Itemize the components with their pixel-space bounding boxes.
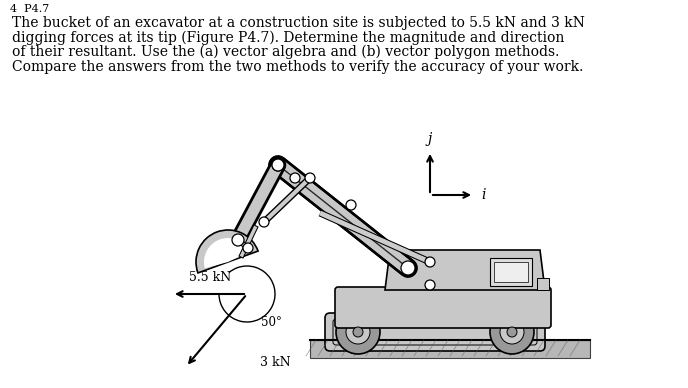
Wedge shape (204, 238, 250, 268)
Text: 4  P4.7: 4 P4.7 (10, 4, 50, 14)
Circle shape (272, 159, 284, 171)
Circle shape (353, 327, 363, 337)
FancyBboxPatch shape (325, 313, 545, 351)
Circle shape (272, 159, 284, 171)
Bar (537, 278, 549, 290)
Circle shape (490, 310, 534, 354)
Circle shape (346, 200, 356, 210)
Circle shape (232, 234, 244, 246)
Circle shape (425, 280, 435, 290)
Circle shape (336, 310, 380, 354)
Text: Compare the answers from the two methods to verify the accuracy of your work.: Compare the answers from the two methods… (12, 59, 583, 73)
Bar (310, 340, 590, 358)
Text: The bucket of an excavator at a construction site is subjected to 5.5 kN and 3 k: The bucket of an excavator at a construc… (12, 16, 585, 30)
Circle shape (401, 261, 415, 275)
Text: digging forces at its tip (Figure P4.7). Determine the magnitude and direction: digging forces at its tip (Figure P4.7).… (12, 31, 564, 45)
Circle shape (425, 257, 435, 267)
Text: j: j (428, 132, 432, 146)
Circle shape (346, 320, 370, 344)
Polygon shape (385, 250, 545, 290)
Text: i: i (481, 188, 486, 202)
Text: of their resultant. Use the (a) vector algebra and (b) vector polygon methods.: of their resultant. Use the (a) vector a… (12, 45, 559, 59)
Circle shape (243, 243, 253, 253)
Text: 3 kN: 3 kN (259, 356, 290, 369)
Circle shape (507, 327, 517, 337)
Bar (490, 258, 532, 286)
Circle shape (305, 173, 315, 183)
Text: 5.5 kN: 5.5 kN (189, 271, 231, 284)
Circle shape (500, 320, 524, 344)
Text: 50°: 50° (261, 316, 282, 329)
FancyBboxPatch shape (335, 287, 551, 328)
Circle shape (290, 173, 300, 183)
Circle shape (259, 217, 269, 227)
Bar (494, 262, 528, 282)
Wedge shape (196, 230, 258, 273)
